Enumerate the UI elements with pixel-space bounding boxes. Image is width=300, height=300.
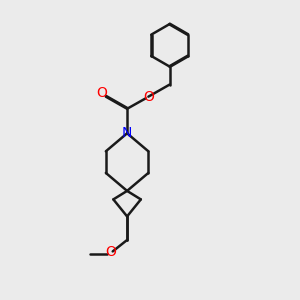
Text: O: O [97, 86, 107, 100]
Text: N: N [122, 126, 132, 140]
Text: O: O [105, 245, 116, 259]
Text: O: O [143, 90, 154, 104]
